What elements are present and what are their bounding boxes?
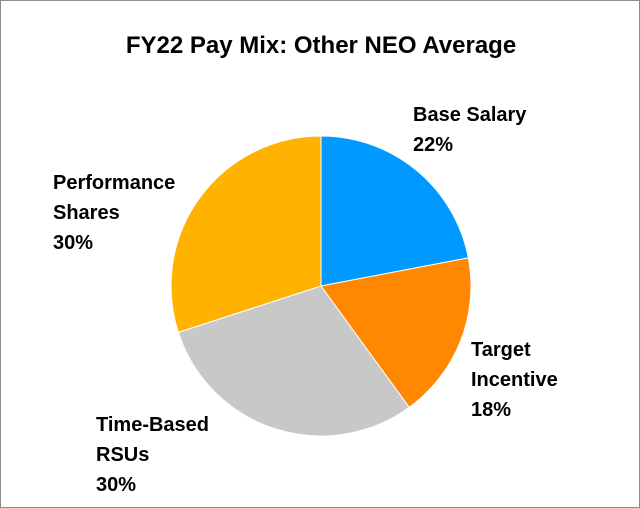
slice-name-line: Incentive — [471, 369, 558, 391]
slice-value-label: 22% — [413, 134, 453, 156]
pie-slices — [170, 135, 472, 437]
slice-name-line: Base Salary — [413, 104, 527, 126]
slice-value-label: 18% — [471, 399, 511, 421]
chart-title: FY22 Pay Mix: Other NEO Average — [126, 32, 516, 59]
slice-name-line: Performance — [53, 172, 175, 194]
slice-label-target-incentive: Target Incentive 18% — [471, 339, 558, 421]
slice-label-performance-shares: Performance Shares 30% — [53, 172, 175, 254]
slice-value-label: 30% — [53, 232, 93, 254]
slice-labels: Base Salary 22% Target Incentive 18% Time-Bas… — [53, 104, 558, 496]
pie-slice-base-salary — [320, 135, 469, 287]
slice-name-line: RSUs — [96, 444, 149, 466]
slice-label-time-based-rsus: Time-Based RSUs 30% — [96, 414, 209, 496]
pie-slice-target-incentive — [320, 257, 472, 409]
pie-slice-time-based-rsus — [177, 285, 410, 437]
slice-name-line: Shares — [53, 202, 120, 224]
slice-value-label: 30% — [96, 474, 136, 496]
pie-slice-performance-shares — [170, 135, 322, 333]
slice-name-line: Time-Based — [96, 414, 209, 436]
slice-name-line: Target — [471, 339, 531, 361]
slice-label-base-salary: Base Salary 22% — [413, 104, 527, 156]
